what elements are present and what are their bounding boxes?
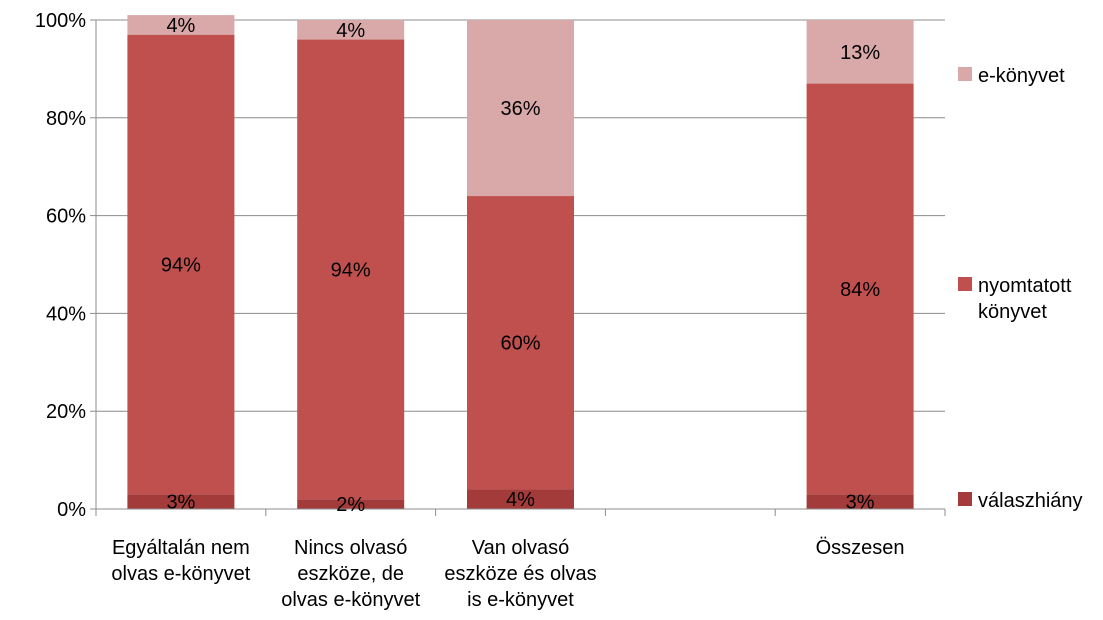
legend-label: könyvet (978, 301, 1047, 323)
y-tick-label: 100% (35, 10, 86, 32)
legend-label: válaszhiány (978, 490, 1083, 512)
bars (127, 15, 914, 509)
bar-segment (127, 494, 235, 509)
bar-segment (127, 34, 235, 495)
y-tick-label: 40% (46, 303, 86, 325)
bar-segment (467, 20, 574, 197)
bar-segment (297, 499, 405, 509)
legend-label: nyomtatott (978, 275, 1072, 297)
x-category-label: Van olvasó (472, 537, 569, 559)
legend-label: e-könyvet (978, 65, 1065, 87)
bar-segment (297, 39, 405, 500)
bar-segment (297, 20, 405, 40)
bar-segment (806, 20, 914, 84)
data-label: 3% (846, 492, 875, 514)
x-category-label: is e-könyvet (467, 589, 574, 611)
legend-swatch (958, 67, 972, 81)
bar-segment (467, 196, 574, 490)
legend: e-könyvet nyomtatott könyvet válaszhiány (958, 65, 1083, 512)
data-label: 2% (336, 494, 365, 516)
x-category-label: eszköze, de (297, 563, 404, 585)
data-label: 4% (166, 15, 195, 37)
axes: 0% 20% 40% 60% 80% 100% Egyáltalán nem olvas e-… (35, 10, 946, 611)
x-category-label: olvas e-könyvet (281, 589, 420, 611)
x-category-label: Nincs olvasó (294, 537, 407, 559)
data-label: 94% (161, 255, 201, 277)
x-category-label: Egyáltalán nem (112, 537, 250, 559)
bar-segment (127, 15, 235, 35)
x-category-label: Összesen (816, 537, 905, 559)
y-tick-label: 80% (46, 108, 86, 130)
y-tick-label: 0% (57, 499, 86, 521)
y-tick-label: 60% (46, 206, 86, 228)
bar-segment (467, 489, 574, 509)
data-label: 4% (336, 20, 365, 42)
data-label: 84% (840, 279, 880, 301)
data-label: 4% (506, 489, 535, 511)
data-labels: 3% 94% 4% 2% 94% 4% 4% 60% 36% 3% 84% 13% (161, 15, 880, 516)
bar-segment (806, 83, 914, 495)
data-label: 13% (840, 42, 880, 64)
legend-swatch (958, 277, 972, 291)
y-tick-label: 20% (46, 401, 86, 423)
data-label: 3% (166, 492, 195, 514)
bar-segment (806, 494, 914, 509)
data-label: 94% (331, 259, 371, 281)
x-category-label: olvas e-könyvet (111, 563, 250, 585)
data-label: 60% (500, 333, 540, 355)
data-label: 36% (500, 98, 540, 120)
legend-swatch (958, 492, 972, 506)
x-category-label: eszköze és olvas (444, 563, 596, 585)
